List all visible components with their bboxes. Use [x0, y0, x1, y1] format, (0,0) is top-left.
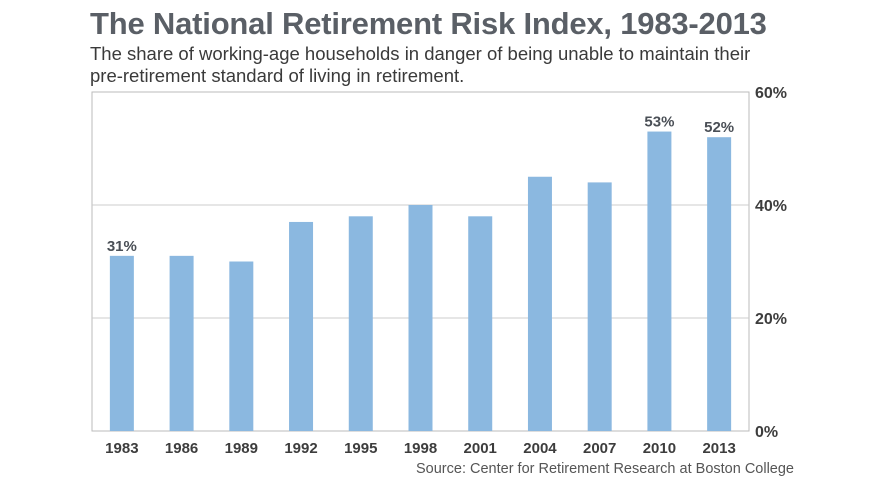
- y-tick-label: 0%: [755, 424, 778, 441]
- bar-2013: [707, 137, 732, 431]
- x-tick-label: 2013: [702, 440, 735, 457]
- y-tick-label: 20%: [755, 311, 787, 328]
- bar-2007: [587, 182, 612, 431]
- bar-1992: [289, 221, 314, 431]
- chart-subtitle: The share of working-age households in d…: [90, 43, 751, 86]
- bar-1986: [169, 255, 194, 431]
- x-tick-label: 1989: [225, 440, 258, 457]
- data-label: 53%: [644, 114, 674, 131]
- bar-2001: [468, 216, 493, 431]
- source-note: Source: Center for Retirement Research a…: [416, 461, 794, 477]
- x-tick-label: 1995: [344, 440, 377, 457]
- x-tick-label: 1986: [165, 440, 198, 457]
- bar-2004: [527, 176, 552, 431]
- x-tick-label: 2004: [523, 440, 557, 457]
- x-tick-label: 2001: [464, 440, 497, 457]
- x-tick-label: 1992: [284, 440, 317, 457]
- x-tick-label: 1998: [404, 440, 437, 457]
- data-label: 52%: [704, 119, 734, 136]
- bar-1998: [408, 205, 433, 431]
- bar-1989: [229, 261, 254, 431]
- bar-1995: [348, 216, 373, 431]
- y-tick-label: 60%: [755, 85, 787, 102]
- y-tick-label: 40%: [755, 198, 787, 215]
- bar-2010: [647, 131, 672, 432]
- bar-1983: [109, 255, 134, 431]
- x-tick-label: 2007: [583, 440, 616, 457]
- chart-title: The National Retirement Risk Index, 1983…: [90, 6, 767, 41]
- x-tick-label: 2010: [643, 440, 676, 457]
- x-tick-label: 1983: [105, 440, 138, 457]
- data-label: 31%: [107, 238, 137, 255]
